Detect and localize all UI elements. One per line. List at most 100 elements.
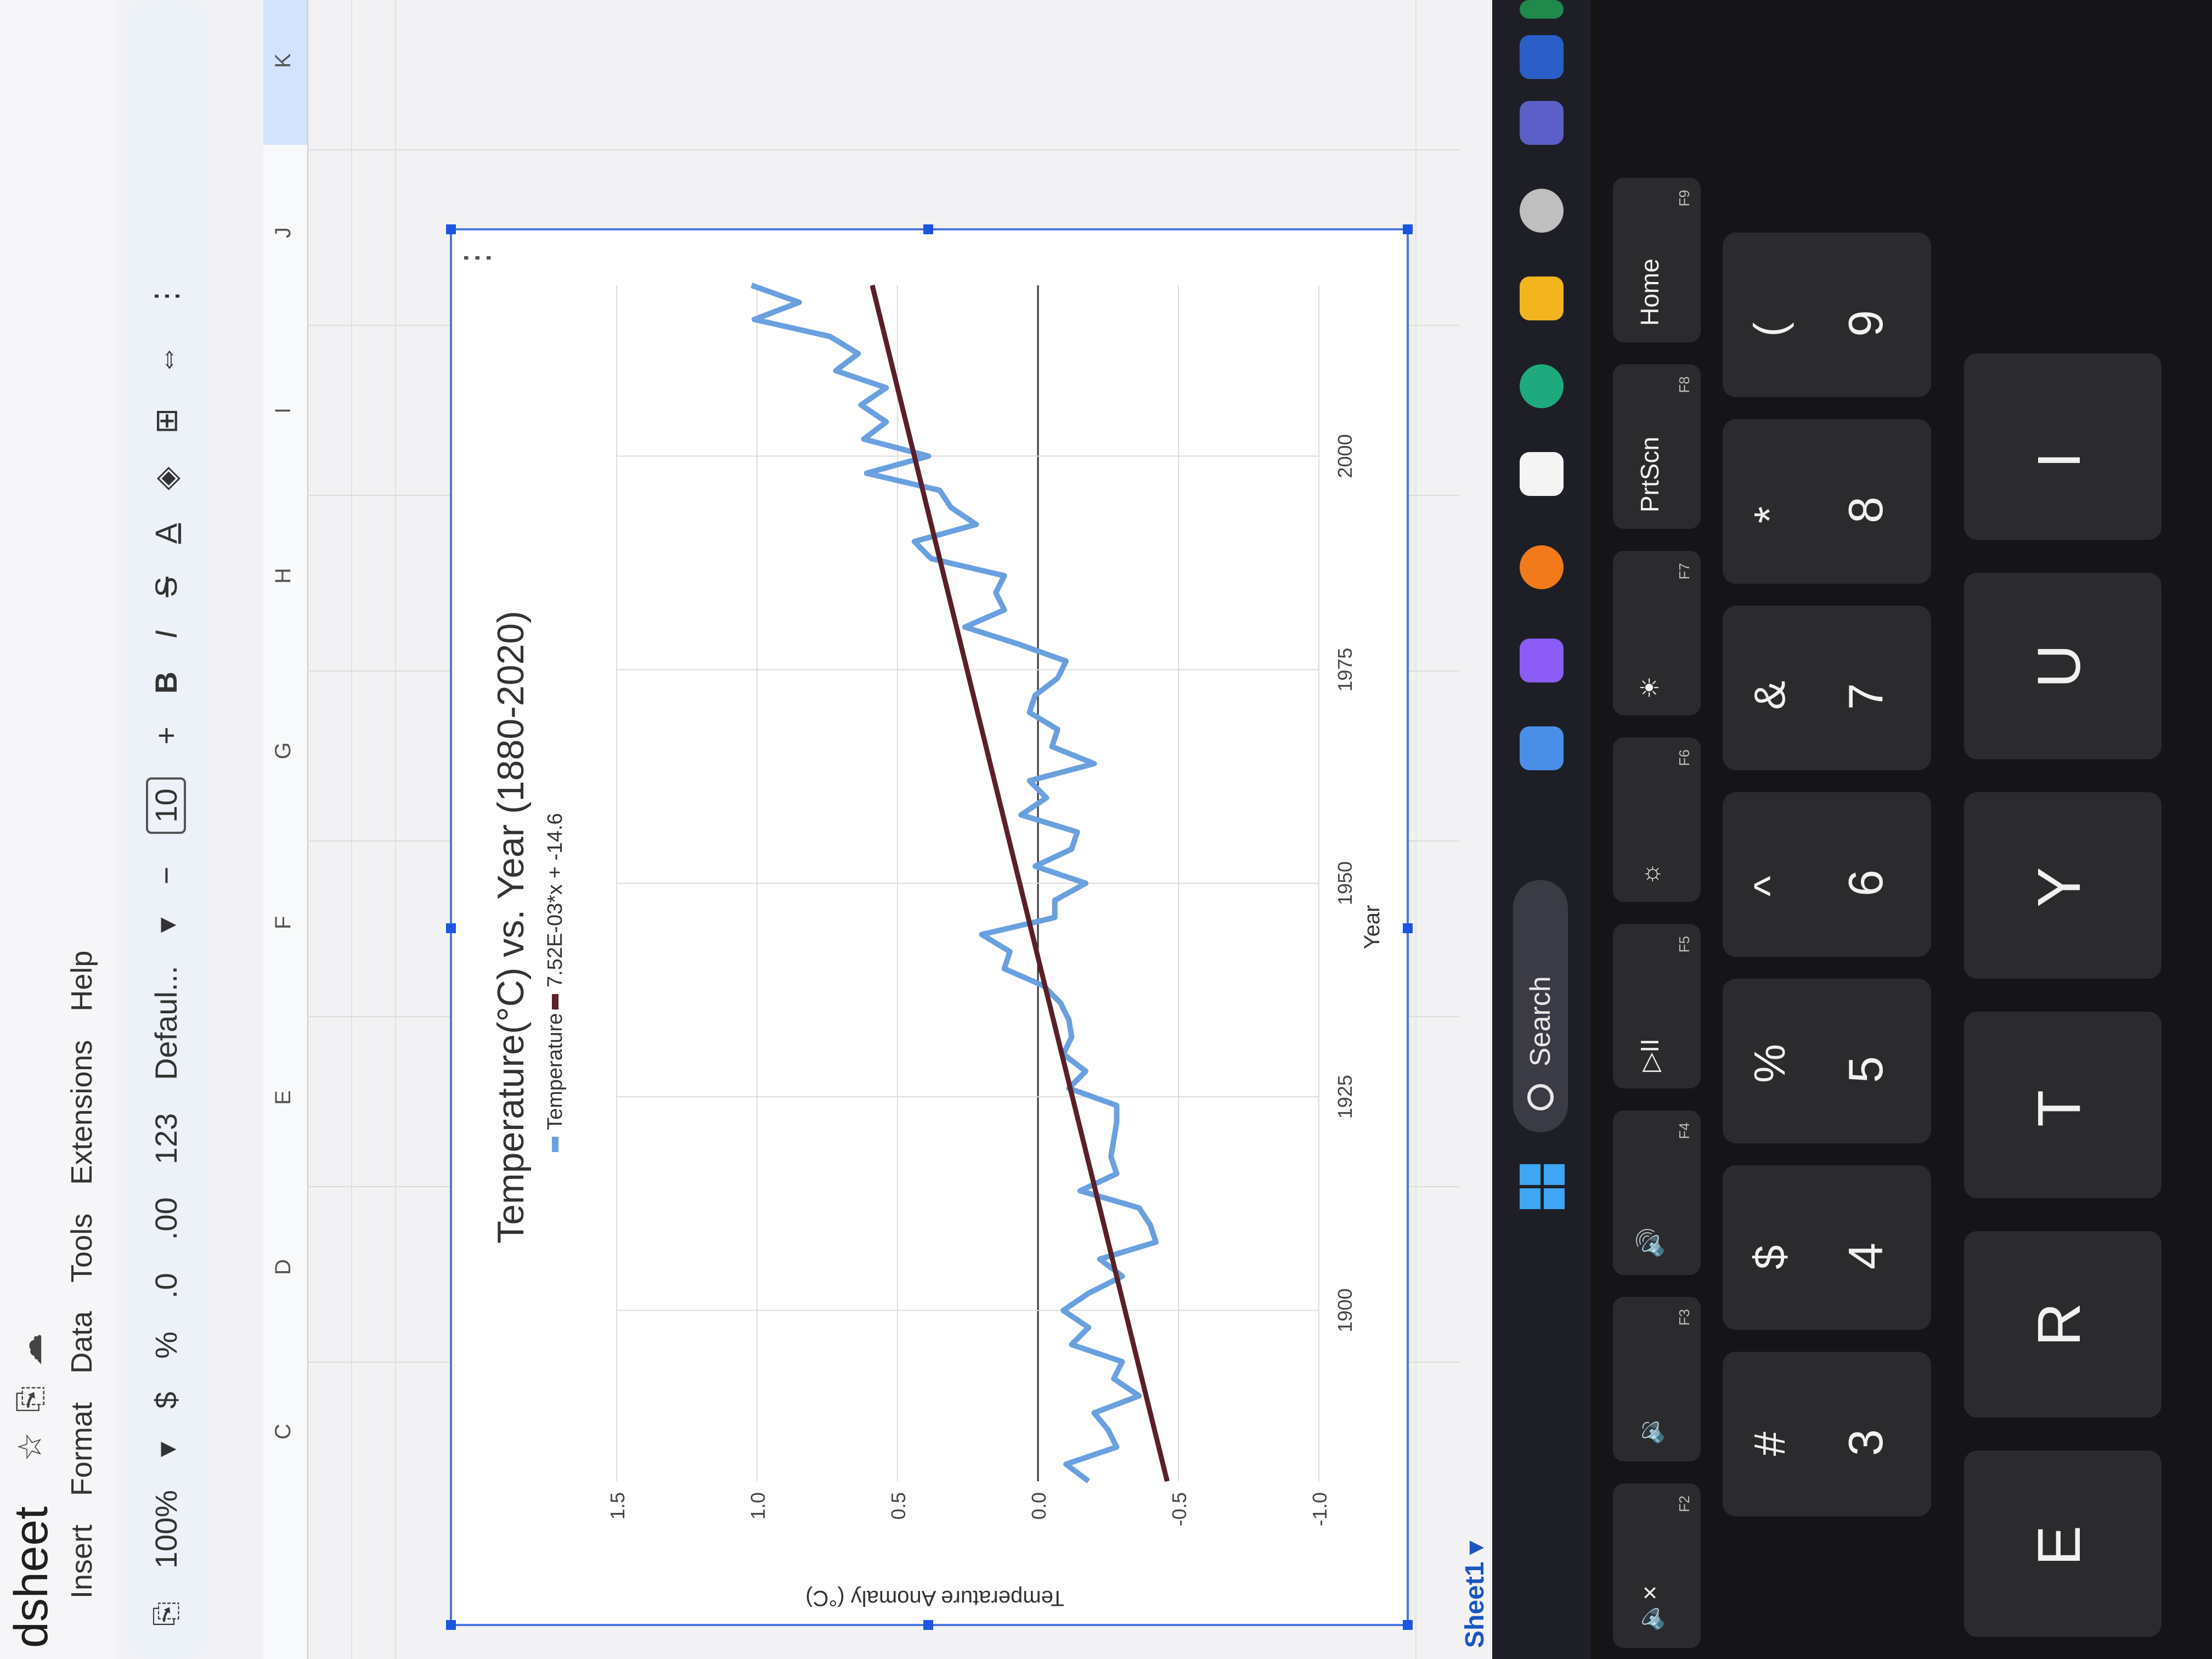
windows-start-icon[interactable]: [1520, 1163, 1566, 1209]
key-e: E: [1964, 1451, 2162, 1637]
microsoft-store-icon[interactable]: [1520, 452, 1564, 496]
grid-line: [395, 0, 396, 1659]
font-select[interactable]: Defaul...: [149, 966, 183, 1080]
column-header-h[interactable]: H: [271, 568, 295, 584]
document-title[interactable]: dsheet: [5, 1506, 58, 1648]
decrease-decimal-button[interactable]: .0: [149, 1273, 183, 1299]
text-color-button[interactable]: A: [149, 523, 183, 544]
ticks: -1.0 -0.5 0.0 0.5 1.0 1.5 1900 1925 1950 1975 2000: [606, 434, 1356, 1526]
increase-decimal-button[interactable]: .00: [149, 1197, 183, 1240]
grid: [616, 285, 1319, 1481]
x-tick-label: 1925: [1334, 1075, 1356, 1119]
dropdown-caret-icon[interactable]: ▾: [148, 1441, 183, 1457]
dropdown-caret-icon[interactable]: ▾: [1460, 1541, 1489, 1555]
legend: Temperature 7.52E-03*x + -14.6: [544, 813, 567, 1152]
firefox-icon[interactable]: [1520, 545, 1564, 589]
key-7: & 7: [1723, 606, 1931, 770]
column-header-i[interactable]: I: [271, 407, 295, 414]
bold-button[interactable]: B: [149, 672, 183, 694]
y-tick-label: -0.5: [1168, 1492, 1190, 1526]
increase-font-size-button[interactable]: +: [149, 726, 183, 745]
settings-icon[interactable]: [1520, 189, 1564, 233]
column-header-c[interactable]: C: [271, 1424, 295, 1440]
key-f5: ▷II F5: [1613, 924, 1701, 1088]
star-icon[interactable]: ☆: [12, 1432, 48, 1462]
currency-button[interactable]: $: [149, 1391, 183, 1409]
x-tick-label: 1950: [1334, 861, 1356, 905]
merge-cells-icon[interactable]: ⇔: [149, 344, 183, 375]
cloud-status-icon[interactable]: ☁: [12, 1333, 48, 1367]
column-header-d[interactable]: D: [271, 1259, 295, 1275]
teams-icon[interactable]: [1520, 101, 1564, 145]
legend-label-temperature: Temperature: [544, 1013, 567, 1130]
x-tick-label: 2000: [1334, 434, 1356, 478]
search-label: Search: [1525, 976, 1556, 1066]
key-f9: Home F9: [1613, 178, 1701, 342]
key-4: $4: [1723, 1165, 1931, 1330]
sheet-tab[interactable]: Sheet1 ▾: [1459, 1541, 1490, 1648]
italic-button[interactable]: I: [149, 630, 183, 639]
title-icons: ☆ ⎘ ☁: [11, 1333, 49, 1462]
move-folder-icon[interactable]: ⎘: [12, 1386, 48, 1413]
x-tick-label: 1975: [1334, 648, 1356, 692]
fill-color-icon[interactable]: ◈: [148, 466, 183, 490]
column-header-f[interactable]: F: [271, 916, 295, 929]
x-axis-label: Year: [1360, 905, 1384, 950]
search-icon: [1527, 1084, 1554, 1110]
key-f3: 🔉 F3: [1613, 1297, 1701, 1462]
x-tick-label: 1900: [1334, 1289, 1356, 1333]
key-r: R: [1964, 1231, 2162, 1418]
y-tick-label: 0.0: [1028, 1492, 1050, 1520]
column-headers: C D E F G H I J K: [263, 0, 308, 1659]
number-format-button[interactable]: 123: [149, 1113, 183, 1165]
key-i: I: [1964, 353, 2162, 540]
edge-icon[interactable]: [1520, 364, 1564, 408]
menu-insert[interactable]: Insert: [65, 1524, 98, 1599]
paint-format-icon[interactable]: ⎘: [148, 1601, 183, 1626]
taskbar-search[interactable]: Search: [1513, 880, 1568, 1132]
word-icon[interactable]: [1520, 35, 1564, 79]
line-chart: Temperature(°C) vs. Year (1880-2020) Tem…: [490, 283, 1384, 1610]
key-f7: ☀ F7: [1613, 551, 1701, 715]
key-8: * 8: [1723, 419, 1931, 584]
column-header-e[interactable]: E: [271, 1090, 295, 1105]
menu-data[interactable]: Data: [65, 1311, 98, 1374]
menu-tools[interactable]: Tools: [65, 1213, 98, 1283]
menu-bar: dsheet ☆ ⎘ ☁ Insert Format Data Tools Ex…: [0, 0, 115, 1659]
column-header-g[interactable]: G: [271, 742, 295, 759]
copilot-icon[interactable]: [1520, 726, 1564, 770]
toolbar: ⎘ 100% ▾ $ % .0 .00 123 Defaul... ▾ − 10…: [126, 0, 208, 1659]
more-options-icon[interactable]: ⋮: [148, 280, 183, 312]
strikethrough-button[interactable]: S: [149, 577, 183, 597]
key-f2: 🔈× F2: [1613, 1483, 1701, 1648]
key-5: % 5: [1723, 979, 1931, 1143]
selected-column-highlight: [263, 0, 307, 145]
key-3: #3: [1723, 1352, 1931, 1516]
sheet-tab-label: Sheet1: [1460, 1561, 1489, 1648]
menu-format[interactable]: Format: [65, 1402, 98, 1496]
menu-help[interactable]: Help: [65, 950, 98, 1012]
file-explorer-icon[interactable]: [1520, 276, 1564, 320]
zoom-select[interactable]: 100%: [149, 1489, 183, 1569]
dropdown-caret-icon[interactable]: ▾: [148, 917, 183, 933]
font-size-input[interactable]: 10: [146, 777, 186, 834]
column-header-j[interactable]: J: [271, 227, 295, 238]
grid-line: [351, 0, 352, 1659]
key-f6: ☼ F6: [1613, 737, 1701, 902]
series-line-trendline: [870, 284, 1170, 1482]
borders-icon[interactable]: ⊞: [148, 408, 183, 434]
legend-swatch-temperature: [552, 1137, 558, 1152]
key-6: ^ 6: [1723, 792, 1931, 957]
grid-line: [1415, 0, 1417, 1659]
menu-extensions[interactable]: Extensions: [65, 1040, 98, 1185]
key-f4: 🔊 F4: [1613, 1110, 1701, 1275]
store-icon[interactable]: [1520, 639, 1564, 682]
key-9: (9: [1723, 233, 1931, 397]
series-line-temperature: [751, 283, 1159, 1483]
percent-button[interactable]: %: [149, 1331, 183, 1359]
column-header-k[interactable]: K: [271, 53, 295, 68]
decrease-font-size-button[interactable]: −: [149, 866, 183, 885]
excel-icon[interactable]: [1520, 0, 1564, 19]
chart-container[interactable]: ⋮ Temperature(°C) vs. Year (1880-2020) T…: [446, 224, 1413, 1630]
